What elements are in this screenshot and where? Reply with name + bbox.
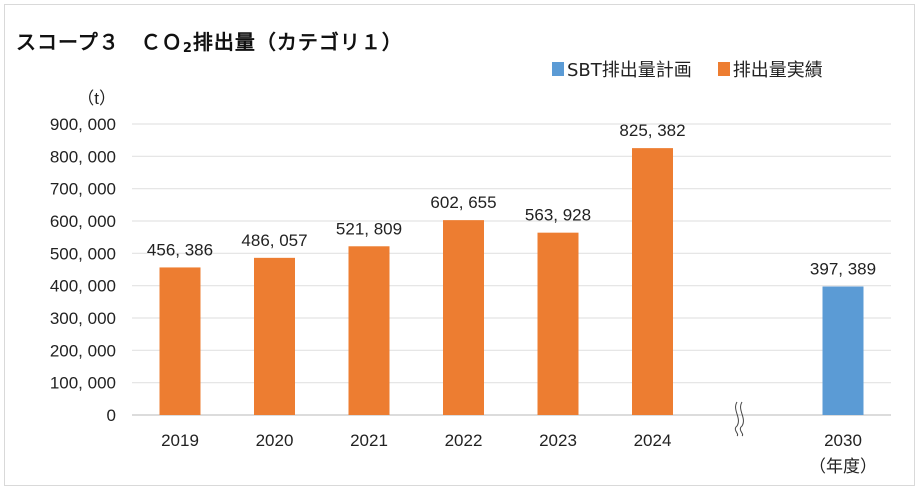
- chart-title-suffix: 排出量（カテゴリ１）: [192, 30, 403, 54]
- axis-break-icon: [734, 401, 744, 437]
- legend-label-sbt-plan: SBT排出量計画: [567, 60, 692, 81]
- y-tick-label: 500, 000: [50, 244, 116, 263]
- y-tick-label: 700, 000: [50, 180, 116, 199]
- y-tick-label: 200, 000: [50, 341, 116, 360]
- axis-break-stroke: [739, 401, 744, 437]
- bar-2022: [443, 220, 484, 415]
- y-tick-label: 600, 000: [50, 212, 116, 231]
- y-tick-label: 0: [107, 406, 116, 425]
- x-tick-label: 2020: [256, 431, 294, 450]
- bar-2030: [822, 286, 864, 415]
- legend-item-actual: 排出量実績: [717, 56, 823, 82]
- x-tick-label: 2022: [445, 431, 483, 450]
- data-label-2021: 521, 809: [336, 219, 402, 238]
- y-tick-label: 900, 000: [50, 115, 116, 134]
- chart-title-prefix: スコープ３ ＣＯ: [16, 30, 183, 54]
- bar-2021: [348, 246, 390, 415]
- x-tick-label: 2021: [350, 431, 388, 450]
- legend-swatch-sbt-plan: [552, 62, 564, 76]
- x-tick-label: 2019: [161, 431, 199, 450]
- data-label-2019: 456, 386: [147, 240, 213, 259]
- data-label-2022: 602, 655: [430, 193, 496, 212]
- data-label-2020: 486, 057: [241, 231, 307, 250]
- y-axis-unit-label: （t）: [77, 89, 116, 108]
- axis-break-stroke: [734, 401, 739, 437]
- x-tick-label: 2024: [634, 431, 672, 450]
- y-tick-label: 100, 000: [50, 374, 116, 393]
- x-tick-label: 2023: [539, 431, 577, 450]
- chart-title-subscript: 2: [182, 41, 193, 56]
- data-label-2024: 825, 382: [619, 121, 685, 140]
- legend-item-sbt-plan: SBT排出量計画: [552, 56, 692, 82]
- legend-swatch-actual: [717, 62, 730, 76]
- legend-label-actual: 排出量実績: [732, 60, 823, 81]
- x-tick-label: 2030: [824, 431, 862, 450]
- data-label-2023: 563, 928: [525, 206, 591, 225]
- y-tick-label: 400, 000: [50, 277, 116, 296]
- bar-2019: [159, 267, 201, 415]
- data-label-2030: 397, 389: [810, 260, 876, 279]
- x-axis-unit-label: （年度）: [809, 457, 877, 476]
- legend: SBT排出量計画 排出量実績: [552, 56, 849, 82]
- chart-title: スコープ３ ＣＯ2排出量（カテゴリ１）: [16, 26, 403, 56]
- bar-2024: [632, 148, 673, 416]
- y-tick-label: 800, 000: [50, 147, 116, 166]
- bar-2020: [254, 257, 295, 415]
- y-tick-label: 300, 000: [50, 309, 116, 328]
- bar-2023: [537, 232, 579, 415]
